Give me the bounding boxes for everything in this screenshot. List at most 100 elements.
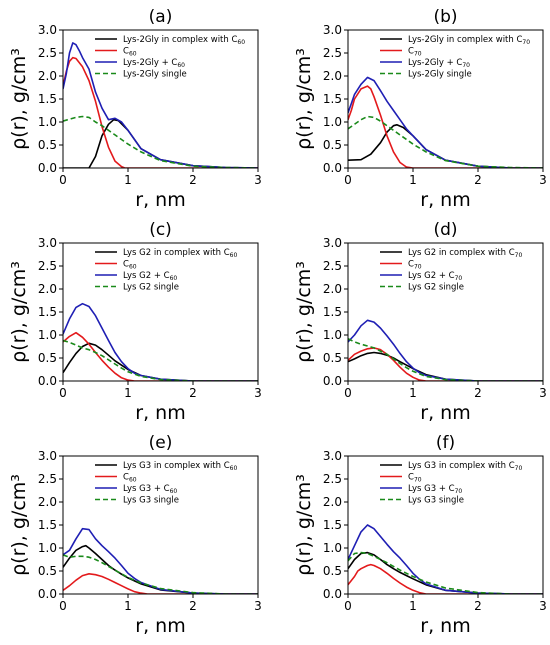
x-tick-label: 3 [254,386,262,400]
chart-panel: (a) 0 1 2 3 0.0 0.5 1.0 1.5 2.0 2.5 3.0 r, nm ρ(r), g… [8,7,262,211]
y-tick-label: 2.0 [38,495,57,509]
series-lines [63,527,258,594]
legend-entry-name: Lys G3 single [408,496,464,506]
legend-entry-subscript: 70 [414,51,422,58]
legend-entry: C70 [408,473,422,484]
legend-entry-subscript: 60 [170,275,178,282]
legend-entry: C70 [408,47,422,58]
legend-entry-name: Lys G2 in complex with C [123,248,230,258]
y-tick-label: 0.0 [323,161,342,175]
y-tick-label: 3.0 [323,236,342,250]
legend-entry: Lys G3 in complex with C60 [123,461,237,472]
legend-entry-name: Lys-2Gly single [123,70,187,80]
legend-entry: Lys-2Gly + C70 [408,58,470,69]
y-axis-label: ρ(r), g/cm³ [293,261,315,363]
legend-entry-name: Lys G3 in complex with C [408,461,515,471]
chart-panel: (e) 0 1 2 3 0.0 0.5 1.0 1.5 2.0 2.5 3.0 r, nm ρ(r), g… [8,433,262,637]
legend-entry-name: C [408,473,414,483]
y-tick-label: 3.0 [323,23,342,37]
legend-entry-subscript: 60 [230,465,238,472]
y-axis-label: ρ(r), g/cm³ [293,48,315,150]
series-line [63,302,258,381]
legend-entry-name: Lys-2Gly in complex with C [123,35,237,45]
series-lines [348,524,543,594]
x-tick-label: 0 [344,173,352,187]
legend-entry-name: Lys G2 single [123,283,179,293]
y-tick-label: 1.5 [38,518,57,532]
chart-panel: (d) 0 1 2 3 0.0 0.5 1.0 1.5 2.0 2.5 3.0 r, nm ρ(r), g… [293,220,547,424]
x-tick-label: 1 [409,599,417,613]
x-tick-label: 0 [59,386,67,400]
x-axis-label: r, nm [135,402,185,424]
x-tick-label: 3 [254,599,262,613]
legend-entry-subscript: 70 [515,465,523,472]
legend-entry-subscript: 70 [522,39,530,46]
y-tick-label: 2.5 [38,259,57,273]
legend-entry-subscript: 70 [414,477,422,484]
x-tick-label: 1 [409,386,417,400]
axes-frame [62,455,259,595]
y-tick-label: 2.5 [323,46,342,60]
legend-entry-name: C [123,473,129,483]
legend: Lys-2Gly in complex with C70C70Lys-2Gly … [380,35,530,80]
legend-entry: Lys G2 + C70 [408,271,462,282]
legend-entry: Lys G3 in complex with C70 [408,461,522,472]
legend-entry-name: Lys-2Gly in complex with C [408,35,522,45]
y-tick-label: 0.0 [323,374,342,388]
legend-entry-name: Lys-2Gly + C [123,58,177,68]
series-line [63,339,258,381]
legend-entry: Lys G2 single [123,283,179,293]
panel-title: (e) [149,433,173,453]
legend-entry-name: Lys G3 in complex with C [123,461,230,471]
chart-panel: (b) 0 1 2 3 0.0 0.5 1.0 1.5 2.0 2.5 3.0 r, nm ρ(r), g… [293,7,547,211]
legend-entry: Lys G3 + C60 [123,484,177,495]
panel-title: (c) [149,220,172,240]
legend-entry-name: Lys G2 single [408,283,464,293]
y-tick-label: 0.0 [38,161,57,175]
series-line [348,347,543,381]
series-line [348,76,543,168]
y-tick-label: 2.5 [323,472,342,486]
y-tick-label: 3.0 [38,23,57,37]
legend-entry-subscript: 70 [455,488,463,495]
legend-entry: Lys G2 in complex with C70 [408,248,522,259]
y-tick-label: 3.0 [38,236,57,250]
series-line [63,115,258,168]
y-tick-label: 0.5 [323,351,342,365]
legend-entry-name: C [408,47,414,57]
series-line [348,124,543,168]
x-tick-label: 1 [124,599,132,613]
series-line [63,527,258,594]
panel-title: (f) [436,433,455,453]
legend-entry-name: Lys-2Gly + C [408,58,462,68]
legend: Lys-2Gly in complex with C60C60Lys-2Gly … [95,35,245,80]
y-tick-label: 1.5 [38,92,57,106]
y-tick-label: 3.0 [323,449,342,463]
x-tick-label: 3 [539,599,547,613]
series-line [348,524,543,594]
legend-entry: Lys G2 single [408,283,464,293]
panel-title: (b) [433,7,457,27]
legend-entry: Lys-2Gly single [123,70,187,80]
y-tick-label: 1.5 [38,305,57,319]
x-tick-label: 3 [254,173,262,187]
legend-entry-name: C [408,260,414,270]
legend-entry: Lys-2Gly + C60 [123,58,185,69]
axes-frame [347,242,544,382]
y-tick-label: 2.0 [38,69,57,83]
x-tick-label: 0 [344,386,352,400]
x-tick-label: 2 [474,173,482,187]
y-tick-label: 2.5 [38,46,57,60]
y-tick-label: 1.0 [323,328,342,342]
y-axis-label: ρ(r), g/cm³ [8,474,30,576]
axes-frame [347,455,544,595]
legend-entry-name: Lys G3 single [123,496,179,506]
legend-entry: C60 [123,47,137,58]
legend-entry-name: Lys G3 + C [123,484,170,494]
legend-entry: Lys G3 single [408,496,464,506]
legend-entry-subscript: 60 [230,252,238,259]
